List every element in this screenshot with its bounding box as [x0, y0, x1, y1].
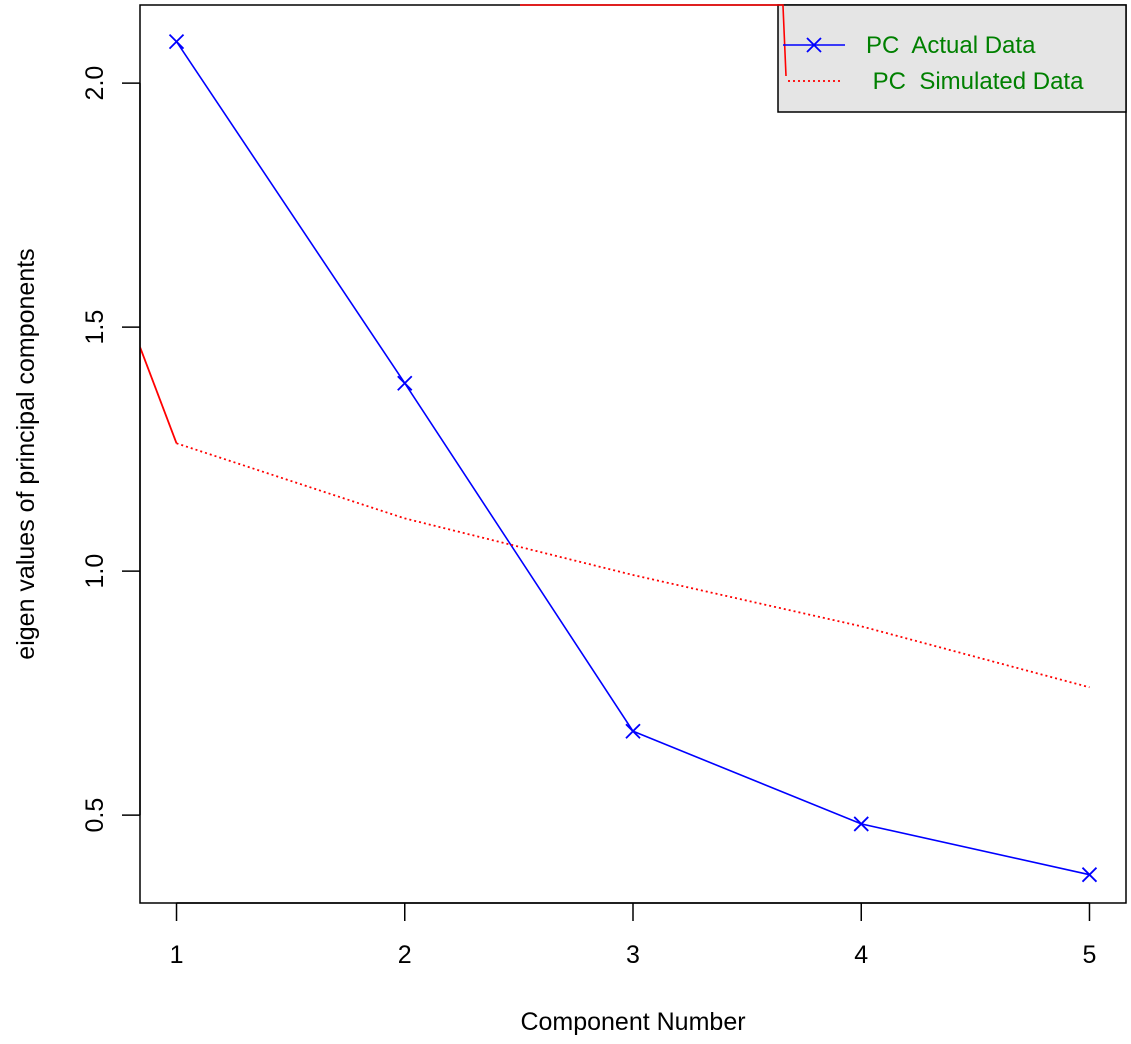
data-point-marker [397, 375, 413, 391]
x-tick-label: 2 [398, 941, 412, 969]
plot-frame [139, 4, 1127, 904]
y-tick-label: 0.5 [81, 798, 109, 833]
y-tick-label: 2.0 [81, 66, 109, 101]
data-point-marker [1081, 867, 1098, 883]
x-tick-label: 5 [1083, 941, 1097, 969]
x-tick-label: 1 [170, 941, 184, 969]
legend-swatch-actual-marker [806, 37, 822, 53]
legend-label: PC Actual Data [866, 32, 1036, 59]
data-point-marker [853, 816, 869, 832]
series-simulated-lead-segment [140, 346, 178, 444]
legend-box [777, 4, 1127, 113]
x-tick-label: 4 [854, 941, 868, 969]
data-point-marker [625, 723, 641, 739]
legend-label: PC Simulated Data [866, 68, 1084, 95]
x-tick-label: 3 [626, 941, 640, 969]
y-tick-label: 1.5 [81, 310, 109, 345]
legend-red-connector [520, 4, 787, 77]
x-axis-label: Component Number [520, 1008, 745, 1036]
data-point-marker [168, 33, 185, 50]
series-actual-line [175, 41, 1090, 876]
series-simulated-line [176, 442, 1090, 689]
y-tick-label: 1.0 [81, 554, 109, 589]
y-axis-label: eigen values of principal components [12, 248, 40, 659]
